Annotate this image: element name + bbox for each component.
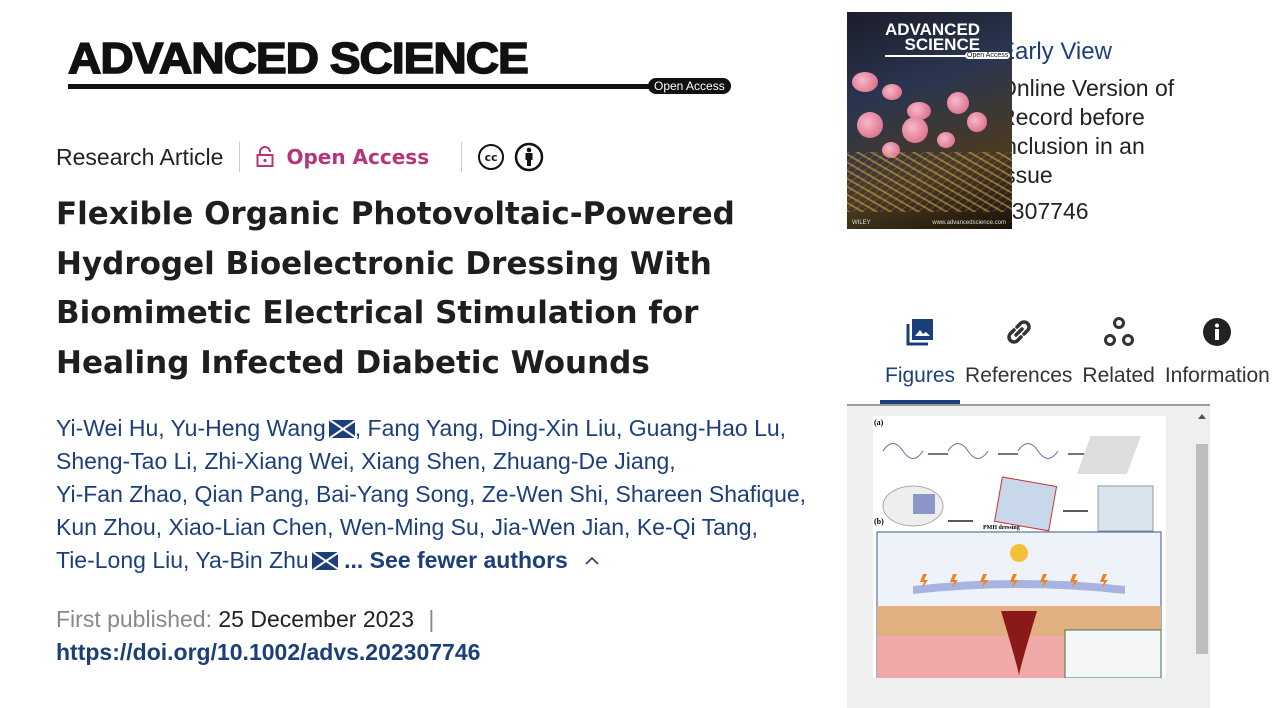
- tab-label: Related: [1082, 364, 1155, 387]
- title-line: Biomimetic Electrical Stimulation for: [56, 295, 699, 331]
- article-type: Research Article: [56, 143, 224, 170]
- scrollbar-thumb[interactable]: [1196, 444, 1208, 654]
- figure-panel-b-label: (b): [874, 517, 884, 526]
- cc-icon-text: cc: [484, 150, 498, 164]
- figures-panel: (a) (b) PMH dressing: [847, 404, 1210, 708]
- early-view-info: Early View Online Version of Record befo…: [999, 36, 1199, 225]
- related-circles-icon: [1103, 317, 1134, 346]
- author-links[interactable]: Yi-Fan Zhao, Qian Pang, Bai-Yang Song, Z…: [56, 481, 807, 507]
- published-date: 25 December 2023: [218, 606, 414, 632]
- tab-figures[interactable]: Figures: [880, 312, 961, 404]
- cc-icon[interactable]: cc: [478, 144, 505, 170]
- author-list: Yi-Wei Hu, Yu-Heng Wang , Fang Yang, Ding…: [56, 412, 806, 577]
- tab-label: Figures: [885, 364, 956, 387]
- early-view-text: Online Version of Record before inclusio…: [999, 75, 1175, 188]
- info-icon: [1203, 318, 1232, 346]
- see-fewer-authors-button[interactable]: ... See fewer authors: [344, 547, 602, 573]
- chevron-up-icon: [585, 556, 599, 565]
- figure-panel-a-label: (a): [874, 418, 884, 427]
- author-links[interactable]: Yi-Wei Hu, Yu-Heng Wang: [56, 415, 326, 441]
- figure-thumbnail[interactable]: (a) (b) PMH dressing: [873, 416, 1166, 679]
- tab-information[interactable]: Information: [1160, 312, 1275, 404]
- cover-title: ADVANCED SCIENCE: [885, 20, 981, 54]
- tab-related[interactable]: Related: [1077, 312, 1159, 404]
- scroll-up-arrow[interactable]: [1198, 414, 1206, 419]
- author-links[interactable]: , Fang Yang, Ding-Xin Liu, Guang-Hao Lu,: [354, 415, 787, 441]
- doi-link[interactable]: https://doi.org/10.1002/advs.202307746: [56, 639, 481, 665]
- open-access-text: Open Access: [286, 145, 430, 169]
- journal-logo[interactable]: ADVANCED SCIENCE Open Access: [66, 33, 732, 98]
- image-gallery-icon: [906, 319, 934, 346]
- publication-info: First published: 25 December 2023 | http…: [56, 603, 480, 669]
- author-links[interactable]: Tie-Long Liu, Ya-Bin Zhu: [56, 547, 309, 573]
- journal-cover-image[interactable]: ADVANCED SCIENCE Open Access WILEY www.ad…: [847, 12, 1012, 229]
- see-fewer-authors-label: ... See fewer authors: [344, 547, 568, 573]
- journal-logo-text: ADVANCED SCIENCE: [67, 33, 529, 84]
- tab-label: Information: [1164, 364, 1270, 387]
- article-number: 2307746: [999, 198, 1089, 224]
- logo-open-access-badge: Open Access: [648, 78, 731, 94]
- divider: [461, 142, 463, 172]
- author-links[interactable]: Sheng-Tao Li, Zhi-Xiang Wei, Xiang Shen,…: [56, 448, 676, 474]
- cover-badge: Open Access: [965, 52, 1011, 59]
- link-icon: [1006, 320, 1031, 344]
- figure-graphic: (a) (b) PMH dressing: [874, 418, 1162, 679]
- email-icon[interactable]: [328, 420, 355, 438]
- tab-label: References: [965, 364, 1073, 387]
- tab-references[interactable]: References: [960, 312, 1077, 404]
- cover-publisher: WILEY www.advancedscience.com: [852, 220, 1006, 226]
- author-links[interactable]: Kun Zhou, Xiao-Lian Chen, Wen-Ming Su, J…: [56, 514, 758, 540]
- separator: |: [428, 606, 435, 632]
- title-line: Healing Infected Diabetic Wounds: [56, 344, 650, 381]
- article-meta-bar: Research Article Open Access cc: [56, 142, 544, 172]
- figure-caption-label: PMH dressing: [983, 525, 1020, 531]
- side-tabs: Figures References Related Information: [880, 312, 1275, 404]
- title-line: Flexible Organic Photovoltaic-Powered: [56, 196, 735, 232]
- email-icon[interactable]: [311, 552, 338, 570]
- divider: [239, 142, 241, 172]
- early-view-heading[interactable]: Early View: [999, 38, 1112, 65]
- open-access-label: Open Access: [256, 145, 429, 169]
- title-line: Hydrogel Bioelectronic Dressing With: [56, 245, 712, 282]
- logo-rule: [68, 84, 652, 89]
- by-attribution-icon[interactable]: [514, 142, 544, 172]
- article-title: Flexible Organic Photovoltaic-Powered Hy…: [56, 190, 735, 388]
- first-published-label: First published:: [56, 606, 212, 632]
- unlocked-padlock-icon: [256, 146, 274, 167]
